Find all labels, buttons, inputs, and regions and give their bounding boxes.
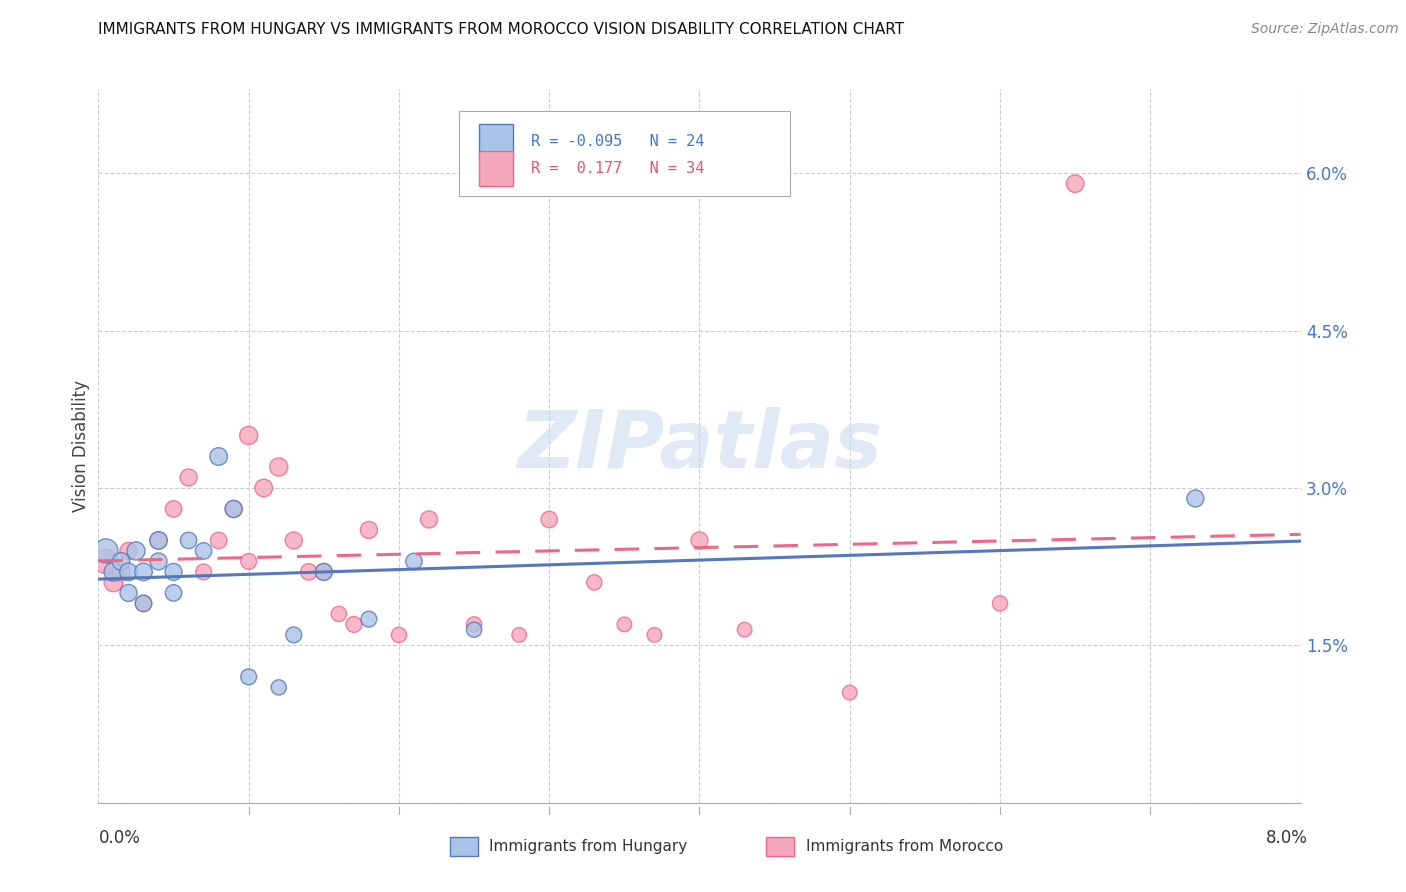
Point — [267, 681, 290, 695]
Point — [343, 617, 366, 632]
Point — [838, 685, 860, 699]
Point — [125, 544, 148, 558]
Point — [388, 628, 411, 642]
Point — [583, 575, 606, 590]
Point — [94, 554, 117, 568]
Point — [94, 544, 117, 558]
Point — [613, 617, 636, 632]
Point — [283, 628, 305, 642]
Point — [283, 533, 305, 548]
Point — [988, 596, 1011, 610]
Point — [689, 533, 711, 548]
Point — [253, 481, 276, 495]
Point — [357, 612, 380, 626]
Point — [1064, 177, 1087, 191]
Point — [312, 565, 335, 579]
Text: Source: ZipAtlas.com: Source: ZipAtlas.com — [1251, 22, 1399, 37]
Point — [238, 428, 260, 442]
Point — [110, 565, 132, 579]
Text: Immigrants from Hungary: Immigrants from Hungary — [489, 839, 688, 854]
Point — [418, 512, 440, 526]
Point — [193, 544, 215, 558]
Point — [508, 628, 530, 642]
Text: Immigrants from Morocco: Immigrants from Morocco — [806, 839, 1002, 854]
Point — [148, 533, 170, 548]
Point — [162, 502, 184, 516]
Point — [177, 470, 200, 484]
Point — [103, 575, 125, 590]
Point — [148, 533, 170, 548]
Point — [463, 623, 485, 637]
Point — [734, 623, 756, 637]
Point — [643, 628, 665, 642]
Point — [117, 544, 139, 558]
Point — [132, 565, 155, 579]
Text: R = -0.095   N = 24: R = -0.095 N = 24 — [531, 134, 704, 149]
Point — [1184, 491, 1206, 506]
Point — [117, 586, 139, 600]
Text: 0.0%: 0.0% — [98, 829, 141, 847]
Point — [222, 502, 245, 516]
FancyBboxPatch shape — [458, 111, 790, 196]
Point — [222, 502, 245, 516]
Point — [162, 565, 184, 579]
Point — [463, 617, 485, 632]
Point — [103, 565, 125, 579]
Point — [402, 554, 425, 568]
Point — [177, 533, 200, 548]
Point — [208, 533, 231, 548]
Point — [132, 596, 155, 610]
Point — [238, 670, 260, 684]
Bar — [479, 152, 513, 186]
Point — [328, 607, 350, 621]
Text: IMMIGRANTS FROM HUNGARY VS IMMIGRANTS FROM MOROCCO VISION DISABILITY CORRELATION: IMMIGRANTS FROM HUNGARY VS IMMIGRANTS FR… — [98, 22, 904, 37]
Point — [357, 523, 380, 537]
Point — [208, 450, 231, 464]
Point — [162, 586, 184, 600]
Point — [298, 565, 321, 579]
Text: 8.0%: 8.0% — [1265, 829, 1308, 847]
Point — [193, 565, 215, 579]
Point — [148, 554, 170, 568]
Y-axis label: Vision Disability: Vision Disability — [72, 380, 90, 512]
Point — [110, 554, 132, 568]
Text: R =  0.177   N = 34: R = 0.177 N = 34 — [531, 161, 704, 176]
Point — [238, 554, 260, 568]
Point — [267, 460, 290, 475]
Point — [312, 565, 335, 579]
Bar — [479, 124, 513, 159]
Point — [132, 596, 155, 610]
Text: ZIPatlas: ZIPatlas — [517, 407, 882, 485]
Point — [117, 565, 139, 579]
Point — [538, 512, 561, 526]
